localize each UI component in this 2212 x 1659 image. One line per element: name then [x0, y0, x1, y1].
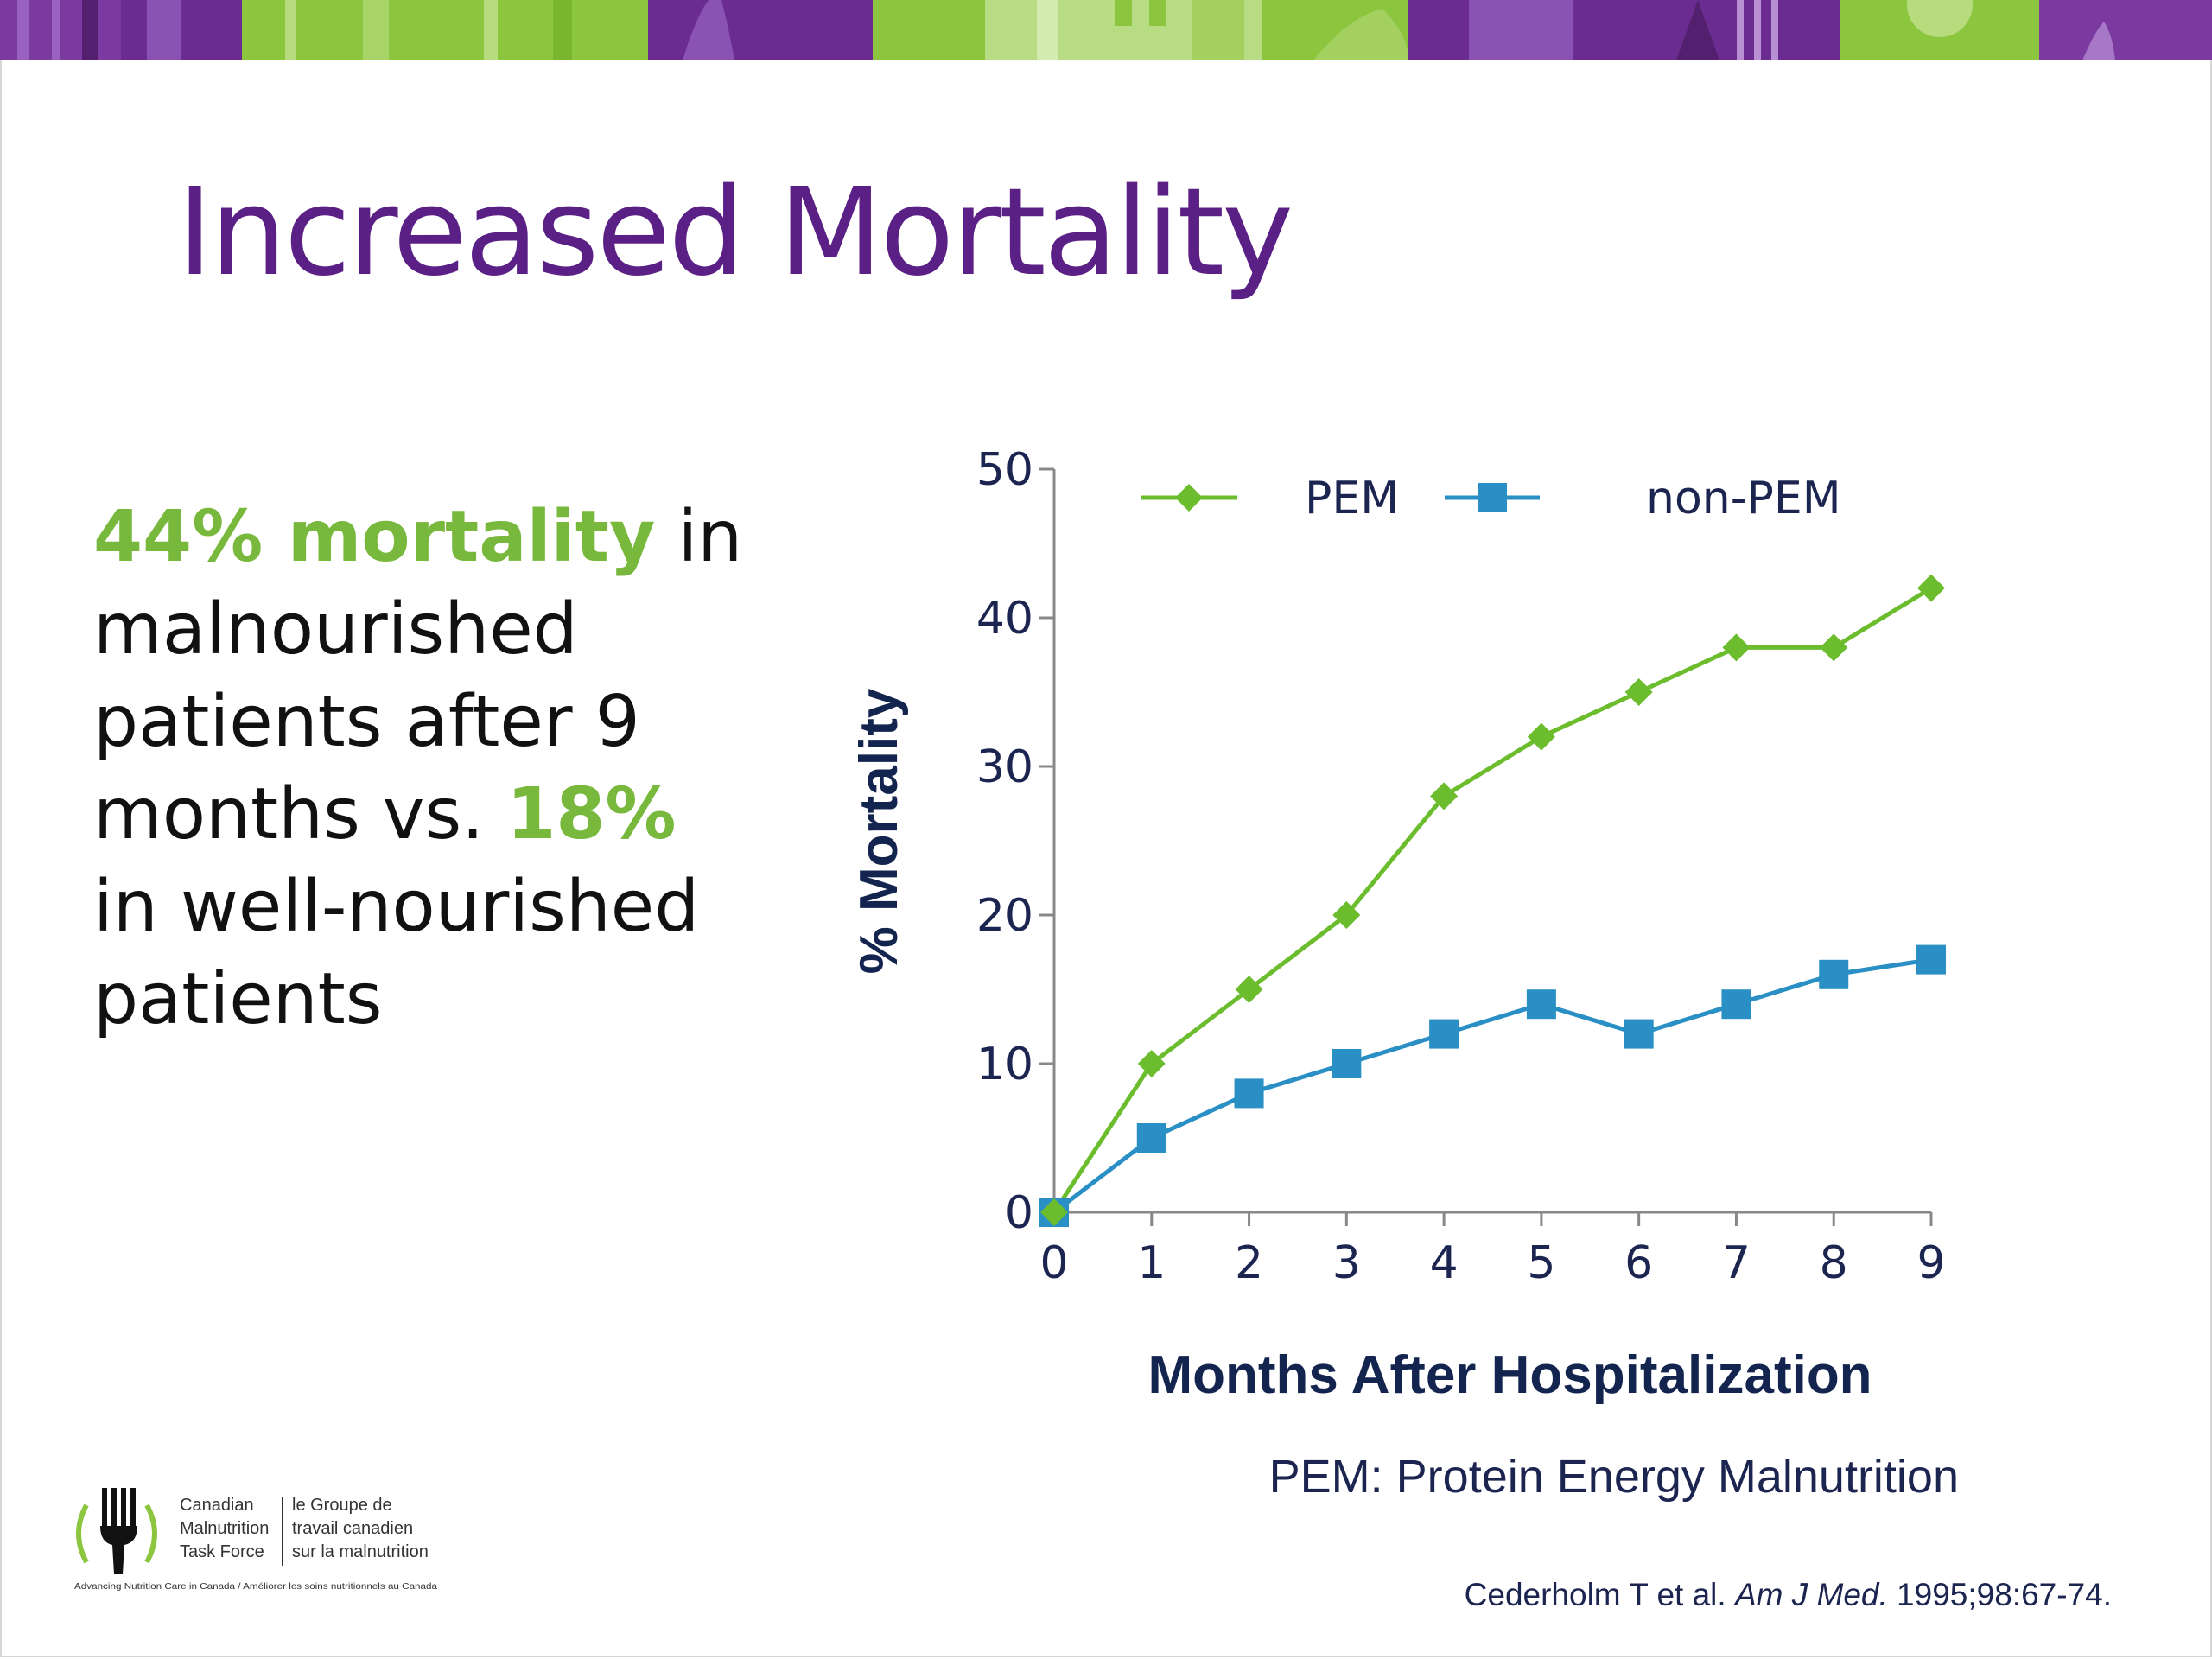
header-banner: [0, 0, 2212, 60]
logo-right-bracket: [144, 1503, 157, 1564]
x-tick-label: 2: [1235, 1237, 1263, 1289]
legend-marker-pem: [1175, 484, 1203, 512]
x-tick-label: 6: [1624, 1237, 1653, 1289]
y-tick-label: 30: [976, 741, 1033, 793]
pem-data-point: [1332, 901, 1361, 929]
pem-data-point: [1527, 722, 1555, 751]
slide-title: Increased Mortality: [177, 162, 1294, 303]
logo-en-line-3: Task Force: [180, 1542, 264, 1561]
pem-data-point: [1624, 678, 1653, 706]
logo-tagline: Advancing Nutrition Care in Canada / Amé…: [74, 1582, 438, 1592]
non-pem-data-point: [1526, 989, 1556, 1020]
logo-en-line-2: Malnutrition: [180, 1519, 269, 1538]
pem-data-point: [1430, 782, 1459, 810]
pem-footnote: PEM: Protein Energy Malnutrition: [1268, 1451, 1959, 1503]
fork-icon: [100, 1488, 137, 1574]
x-axis-title: Months After Hospitalization: [1147, 1345, 1872, 1405]
x-tick-label: 5: [1527, 1237, 1555, 1289]
highlight-44-percent: 44% mortality: [93, 496, 656, 578]
pem-data-point: [1040, 1198, 1068, 1226]
non-pem-data-point: [1332, 1049, 1362, 1078]
y-axis-title: % Mortality: [849, 688, 909, 974]
y-tick-label: 40: [976, 593, 1033, 645]
x-tick-label: 9: [1916, 1237, 1945, 1289]
x-tick-label: 4: [1430, 1237, 1459, 1289]
pem-data-point: [1917, 574, 1945, 602]
citation-journal: Am J Med.: [1734, 1577, 1888, 1612]
citation-authors: Cederholm T et al.: [1464, 1577, 1735, 1612]
logo-fr-line-2: travail canadien: [292, 1519, 413, 1538]
x-tick-label: 0: [1039, 1237, 1068, 1289]
citation: Cederholm T et al. Am J Med. 1995;98:67-…: [1465, 1577, 2112, 1613]
pem-data-point: [1137, 1050, 1166, 1077]
summary-text-part-1: in malnourished patients after 9 months …: [93, 496, 743, 855]
pem-data-point: [1820, 633, 1848, 662]
non-pem-data-point: [1429, 1019, 1459, 1049]
non-pem-data-point: [1721, 989, 1751, 1020]
logo-fr-line-3: sur la malnutrition: [292, 1542, 429, 1561]
y-tick-label: 0: [1005, 1187, 1033, 1239]
summary-text-part-2: in well-nourished patients: [93, 866, 700, 1040]
non-pem-data-point: [1624, 1019, 1654, 1049]
x-tick-label: 3: [1332, 1237, 1361, 1289]
non-pem-data-point: [1234, 1078, 1264, 1109]
non-pem-data-point: [1819, 959, 1849, 989]
pem-data-point: [1235, 976, 1263, 1003]
x-tick-label: 7: [1722, 1237, 1751, 1289]
x-tick-label: 1: [1137, 1237, 1166, 1289]
citation-details: 1995;98:67-74.: [1887, 1577, 2112, 1612]
y-tick-label: 10: [976, 1039, 1033, 1090]
logo-divider: [282, 1497, 283, 1566]
legend-label-non-pem: non-PEM: [1646, 473, 1841, 524]
series-line-non-pem: [1052, 957, 1932, 1214]
highlight-18-percent: 18%: [506, 773, 677, 855]
y-tick-label: 20: [976, 890, 1033, 942]
logo-fr-line-1: le Groupe de: [292, 1496, 392, 1515]
x-tick-label: 8: [1820, 1237, 1848, 1289]
legend-marker-non-pem: [1478, 483, 1507, 512]
non-pem-data-point: [1916, 944, 1946, 975]
logo-en-line-1: Canadian: [180, 1496, 254, 1515]
legend-label-pem: PEM: [1305, 473, 1399, 524]
y-tick-label: 50: [976, 444, 1033, 496]
summary-text: 44% mortality in malnourished patients a…: [93, 491, 750, 1046]
pem-data-point: [1722, 633, 1751, 662]
series-line-pem: [1052, 586, 1933, 1214]
non-pem-data-point: [1136, 1123, 1166, 1153]
malnutrition-task-force-logo: Canadian Malnutrition Task Force le Grou…: [74, 1488, 438, 1592]
logo-left-bracket: [76, 1503, 89, 1564]
